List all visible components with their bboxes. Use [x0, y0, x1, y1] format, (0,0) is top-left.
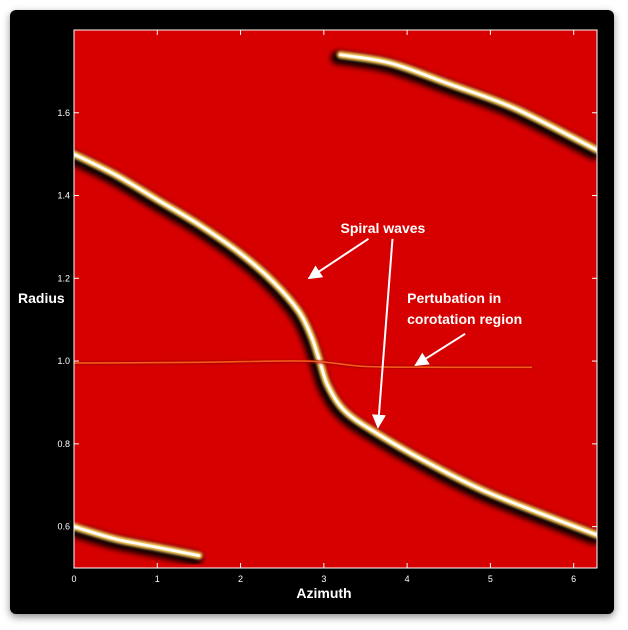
wave-peak: [74, 525, 201, 557]
x-tick-label: 3: [321, 574, 326, 584]
annotation-arrow: [371, 238, 394, 429]
annotation-arrow: [307, 237, 370, 280]
annotation-text: corotation region: [407, 311, 522, 327]
x-axis-label: Azimuth: [296, 585, 351, 601]
wave-peak: [339, 53, 597, 152]
y-tick-label: 0.8: [57, 439, 70, 449]
wave-layer: [74, 51, 597, 566]
annotation-text: Pertubation in: [407, 290, 501, 306]
y-tick-label: 1.6: [57, 108, 70, 118]
y-tick-label: 1.2: [57, 273, 70, 283]
spiral-wave-lower: [74, 523, 203, 566]
plot-border: [73, 29, 598, 569]
wave-peak: [74, 152, 597, 537]
corotation-perturbation: [74, 359, 533, 369]
x-tick-label: 5: [488, 574, 493, 584]
x-tick-label: 6: [571, 574, 576, 584]
spiral-wave-upper: [330, 51, 597, 160]
x-tick-label: 4: [405, 574, 410, 584]
y-tick-label: 1.4: [57, 191, 70, 201]
annotation-arrow: [414, 332, 466, 367]
tick-layer: 0 1 2 3 4 5 6 0.6 0.8 1.0 1.2 1.4 1.6: [57, 30, 597, 584]
y-axis-label: Radius: [18, 290, 65, 306]
y-tick-label: 1.0: [57, 356, 70, 366]
x-tick-label: 0: [71, 574, 76, 584]
spiral-wave-main: [74, 150, 597, 545]
plot-area: [74, 30, 597, 568]
wave-trough: [74, 151, 597, 545]
y-tick-label: 0.6: [57, 522, 70, 532]
x-tick-label: 2: [238, 574, 243, 584]
x-tick-label: 1: [155, 574, 160, 584]
annotation-text: Spiral waves: [340, 220, 425, 236]
annotation-layer: Spiral waves Pertubation in corotation reg…: [307, 220, 522, 429]
perturbation-line: [74, 360, 533, 369]
